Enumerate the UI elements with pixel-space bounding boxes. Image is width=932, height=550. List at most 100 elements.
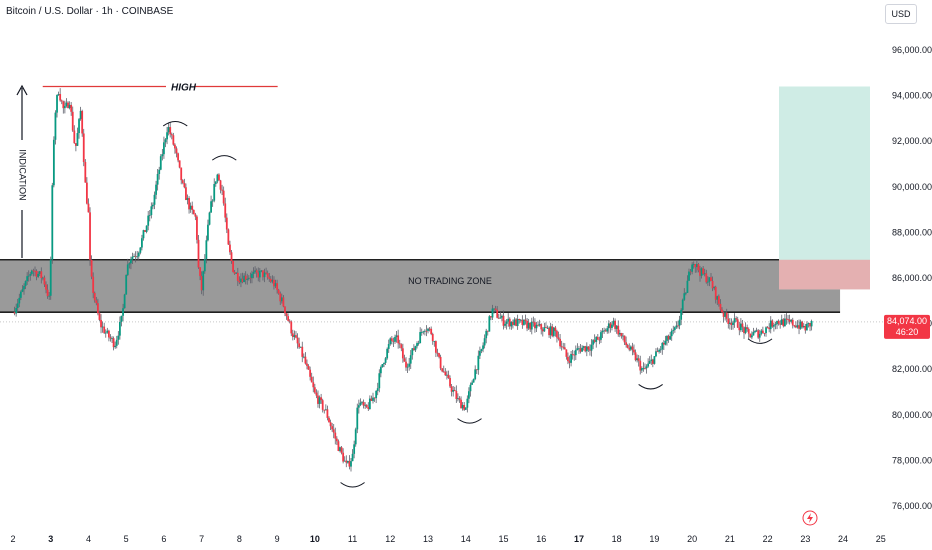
candle-body-202	[331, 426, 334, 430]
candle-body-450	[721, 309, 723, 313]
candle-body-28	[57, 94, 60, 96]
candle-body-264	[428, 328, 431, 330]
candle-body-327	[527, 322, 530, 329]
candle-body-375	[603, 330, 606, 332]
candle-body-339	[546, 327, 549, 329]
candle-body-156	[258, 270, 261, 278]
candle-body-354	[570, 353, 572, 363]
price-badge-countdown: 46:20	[896, 327, 919, 337]
candle-body-254	[412, 348, 415, 351]
candle-body-144	[240, 278, 242, 283]
candle-body-67	[119, 321, 121, 336]
candle-body-455	[728, 322, 731, 324]
candle-body-477	[763, 333, 766, 334]
candle-body-424	[680, 309, 683, 320]
candle-body-308	[497, 317, 500, 319]
candle-body-278	[450, 386, 453, 392]
candle-body-50	[92, 276, 95, 293]
candle-body-383	[615, 325, 618, 329]
x-tick-label-19: 21	[725, 534, 735, 544]
candle-body-147	[244, 275, 247, 280]
candle-body-356	[573, 354, 576, 356]
candle-body-430	[689, 271, 692, 273]
candle-body-468	[749, 333, 752, 338]
candle-body-358	[576, 348, 579, 350]
candle-body-148	[246, 278, 249, 280]
candle-body-89	[153, 194, 156, 205]
candle-body-314	[507, 318, 510, 322]
candle-body-444	[711, 280, 714, 289]
x-tick-label-7: 9	[275, 534, 280, 544]
candle-body-428	[686, 280, 689, 293]
candle-body-406	[651, 359, 654, 364]
candle-body-60	[107, 330, 110, 338]
candle-body-75	[131, 256, 134, 260]
candle-body-397	[637, 358, 640, 361]
candle-body-249	[405, 361, 407, 368]
zones-layer	[0, 86, 886, 323]
candle-body-13	[34, 270, 36, 272]
candle-body-42	[79, 110, 82, 120]
candle-body-398	[639, 360, 642, 371]
candle-body-207	[339, 447, 341, 452]
symbol-title[interactable]: Bitcoin / U.S. Dollar · 1h · COINBASE	[6, 6, 174, 17]
candle-body-1	[15, 308, 18, 314]
x-tick-label-0: 2	[10, 534, 15, 544]
candle-body-117	[197, 239, 200, 268]
candle-body-143	[238, 280, 241, 283]
candle-body-335	[540, 324, 543, 330]
candle-body-388	[623, 335, 626, 343]
candle-body-291	[471, 382, 473, 385]
candle-body-116	[196, 216, 198, 240]
candle-body-498	[796, 325, 799, 328]
candle-body-149	[247, 277, 250, 279]
candle-body-483	[772, 325, 775, 327]
x-tick-label-21: 23	[800, 534, 810, 544]
candle-body-284	[460, 399, 462, 409]
candle-body-64	[114, 345, 117, 348]
candle-body-209	[342, 452, 345, 462]
candle-body-324	[523, 319, 525, 325]
candle-body-48	[89, 212, 91, 260]
candle-body-337	[543, 327, 546, 332]
candle-body-385	[618, 332, 621, 335]
candle-body-296	[479, 351, 481, 356]
stop-box	[779, 259, 870, 290]
candle-body-346	[557, 337, 560, 339]
candle-body-439	[703, 273, 706, 275]
candle-body-151	[251, 273, 253, 279]
high-label: HIGH	[171, 82, 197, 93]
candle-body-187	[307, 365, 310, 370]
candle-body-368	[592, 340, 594, 345]
candle-body-5	[21, 289, 24, 292]
candle-body-55	[100, 319, 102, 328]
candle-body-104	[177, 153, 179, 161]
candle-body-129	[216, 174, 219, 182]
candle-body-247	[401, 348, 404, 359]
candle-body-271	[439, 356, 442, 369]
candle-body-61	[109, 337, 112, 339]
candle-body-181	[298, 343, 301, 348]
candle-body-15	[37, 273, 40, 277]
candle-body-400	[642, 368, 645, 369]
candle-body-90	[155, 184, 157, 195]
candle-body-232	[378, 373, 381, 389]
candle-body-366	[589, 349, 591, 351]
candle-body-228	[372, 397, 374, 401]
candle-body-107	[181, 180, 184, 183]
candle-body-486	[777, 321, 780, 324]
candle-body-244	[397, 335, 400, 344]
candle-body-248	[403, 358, 406, 362]
candle-body-174	[287, 316, 290, 321]
candle-body-479	[766, 327, 769, 329]
candle-body-260	[422, 331, 425, 333]
candle-body-212	[346, 460, 349, 463]
candle-body-80	[139, 247, 142, 253]
currency-button[interactable]: USD	[885, 4, 917, 24]
candle-body-241	[392, 340, 395, 342]
candle-body-197	[323, 409, 326, 411]
candle-body-414	[664, 340, 667, 345]
candle-body-22	[48, 295, 51, 297]
candle-body-381	[612, 320, 615, 325]
